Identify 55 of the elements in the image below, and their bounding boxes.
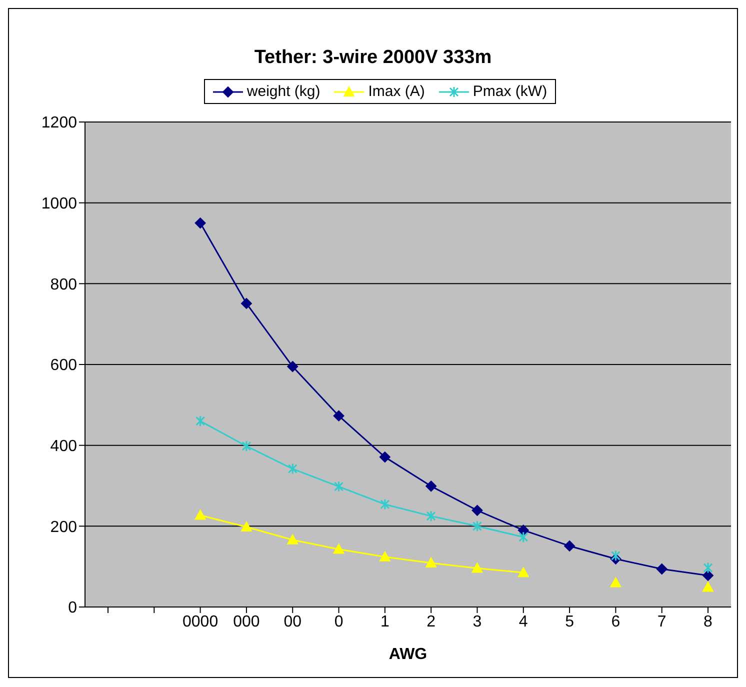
legend-label: Pmax (kW) <box>472 83 548 100</box>
point <box>610 550 620 562</box>
x-axis-title: AWG <box>388 646 428 663</box>
x-tick-label: 0 <box>334 613 344 630</box>
point <box>334 480 344 492</box>
y-tick-label: 1200 <box>41 114 78 132</box>
x-tick-label: 000 <box>233 613 260 630</box>
y-tick-label: 600 <box>50 357 78 374</box>
x-tick-label: 6 <box>611 613 620 630</box>
point <box>287 534 298 544</box>
point <box>240 298 252 309</box>
point <box>610 577 622 588</box>
point <box>194 510 206 520</box>
point <box>472 520 482 532</box>
point <box>426 480 437 492</box>
x-tick-label: 3 <box>472 613 482 630</box>
point <box>380 498 390 510</box>
point <box>656 564 668 575</box>
point <box>288 463 298 475</box>
point <box>426 510 436 522</box>
point <box>333 410 344 422</box>
point <box>379 551 390 562</box>
x-tick-label: 7 <box>657 613 666 630</box>
point <box>333 544 344 554</box>
y-tick-label: 800 <box>50 276 78 294</box>
point <box>196 415 206 427</box>
x-tick-label: 4 <box>518 613 528 630</box>
point <box>702 582 714 592</box>
legend-label: Imax (A) <box>368 83 425 100</box>
y-tick-label: 1000 <box>41 196 78 213</box>
point <box>564 540 576 552</box>
x-tick-label: 00 <box>284 613 302 630</box>
x-tick-label: 0000 <box>182 613 218 630</box>
point <box>242 440 252 452</box>
point <box>518 567 529 578</box>
point <box>426 557 437 568</box>
point <box>702 570 714 581</box>
point <box>518 531 528 543</box>
point <box>240 521 252 532</box>
x-tick-label: 2 <box>426 613 436 630</box>
x-tick-label: 8 <box>704 613 713 630</box>
point <box>472 504 483 516</box>
point <box>703 562 713 574</box>
x-tick-label: 5 <box>565 613 574 630</box>
y-tick-label: 0 <box>68 600 78 617</box>
chart-title: Tether: 3-wire 2000V 333m <box>253 46 493 70</box>
point <box>287 361 298 372</box>
y-tick-label: 200 <box>50 518 78 536</box>
y-tick-label: 400 <box>50 438 78 456</box>
point <box>472 562 483 573</box>
legend-label: weight (kg) <box>246 83 320 100</box>
point <box>518 524 529 536</box>
x-tick-label: 1 <box>380 613 390 630</box>
point <box>194 218 206 229</box>
point <box>379 452 390 463</box>
